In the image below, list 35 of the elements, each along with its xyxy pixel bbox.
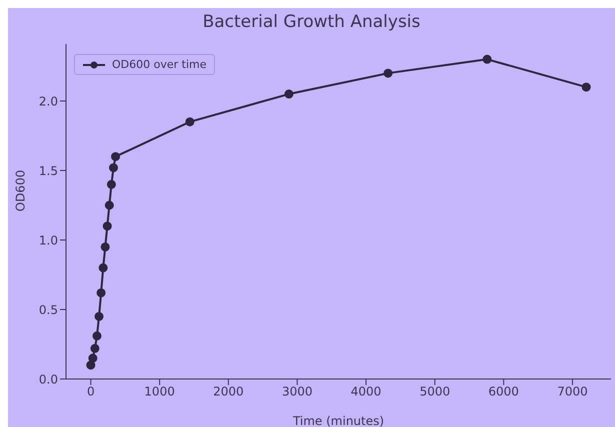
legend-label: OD600 over time (112, 58, 206, 71)
point (106, 180, 116, 189)
point (185, 117, 194, 126)
point (92, 331, 102, 340)
x-axis-title: Time (minutes) (292, 414, 384, 427)
y-tick-label: 0.5 (38, 302, 58, 317)
y-tick-label: 1.5 (38, 164, 58, 178)
point (108, 163, 118, 172)
point (582, 82, 591, 92)
point (384, 68, 393, 78)
x-tick-label: 3000 (282, 384, 312, 399)
point (111, 152, 120, 162)
y-axis-title: OD600 (13, 170, 28, 212)
y-tick-label: 0.0 (38, 372, 58, 386)
point (90, 344, 100, 353)
x-tick-label: 2000 (213, 384, 244, 399)
x-tick-label: 1000 (144, 384, 175, 399)
chart-title: Bacterial Growth Analysis (202, 12, 422, 32)
point (100, 242, 110, 252)
x-tick-label: 5000 (420, 384, 450, 399)
y-tick-label: 1.0 (38, 233, 58, 248)
point (482, 54, 492, 64)
point (88, 354, 98, 363)
point (284, 90, 294, 99)
point (102, 222, 112, 231)
point (86, 360, 96, 370)
x-tick-label: 6000 (488, 384, 519, 399)
point (98, 263, 108, 272)
y-tick-label: 2.0 (38, 94, 58, 108)
point (96, 288, 106, 298)
x-tick-label: 7000 (557, 384, 588, 399)
point (94, 312, 104, 321)
x-tick-label: 4000 (350, 384, 382, 399)
x-tick-label: 0 (86, 384, 95, 399)
point (104, 200, 114, 210)
